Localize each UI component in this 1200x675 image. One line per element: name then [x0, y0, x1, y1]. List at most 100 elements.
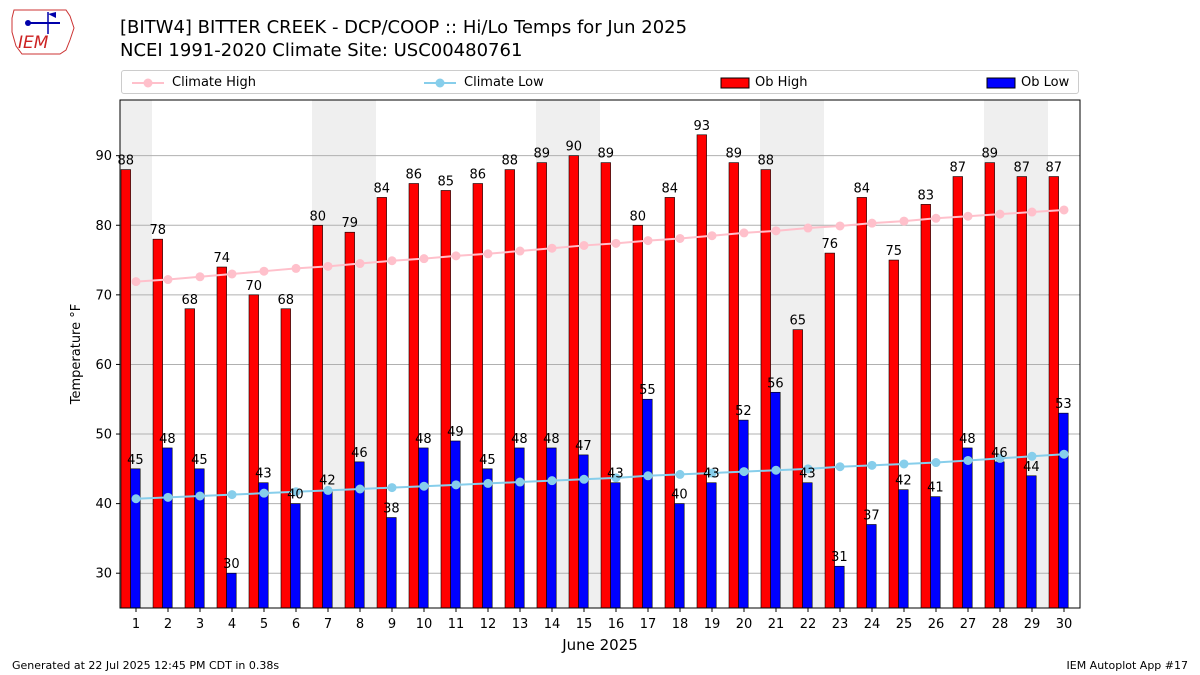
ob-low-label: 31 [831, 550, 848, 565]
ob-low-bar [770, 391, 781, 609]
iem-logo: IEM [11, 9, 75, 55]
ob-low-bar [290, 503, 301, 609]
ob-low-label: 47 [575, 439, 592, 454]
climate-high-point [643, 236, 653, 246]
ob-low-bar [1026, 475, 1037, 609]
climate-high-point [1059, 205, 1069, 215]
y-tick-label: 60 [95, 358, 112, 373]
climate-low-point [739, 467, 749, 477]
ob-low-bar [610, 482, 621, 609]
x-tick-label: 24 [864, 617, 881, 632]
ob-low-label: 37 [863, 508, 880, 523]
ob-high-label: 79 [342, 216, 359, 231]
ob-low-label: 30 [223, 557, 240, 572]
footer-generated: Generated at 22 Jul 2025 12:45 PM CDT in… [12, 659, 280, 672]
ob-high-label: 89 [982, 147, 999, 162]
ob-high-bar [728, 162, 739, 609]
climate-high-point [291, 263, 301, 273]
climate-high-point [195, 272, 205, 282]
ob-high-label: 65 [790, 314, 807, 329]
climate-low-point [995, 453, 1005, 463]
climate-low-point [835, 462, 845, 472]
climate-low-point [419, 481, 429, 491]
ob-low-bar [834, 565, 845, 609]
ob-low-bar [450, 440, 461, 609]
y-tick-label: 90 [95, 149, 112, 164]
x-tick-label: 14 [544, 617, 561, 632]
ob-low-label: 45 [127, 453, 144, 468]
ob-high-bar [888, 259, 899, 609]
x-tick-label: 19 [704, 617, 721, 632]
ob-high-bar [920, 204, 931, 609]
climate-high-point [227, 269, 237, 279]
y-tick-label: 40 [95, 497, 112, 512]
ob-low-label: 42 [895, 474, 912, 489]
ob-high-label: 93 [694, 119, 711, 134]
x-tick-label: 16 [608, 617, 625, 632]
ob-high-bar [344, 231, 355, 609]
ob-high-bar [632, 224, 643, 609]
ob-high-label: 85 [438, 174, 455, 189]
climate-low-point [707, 468, 717, 478]
x-tick-label: 20 [736, 617, 753, 632]
climate-low-point [291, 487, 301, 497]
ob-low-label: 40 [287, 488, 304, 503]
x-tick-label: 8 [356, 617, 364, 632]
climate-high-point [259, 266, 269, 276]
ob-high-label: 89 [726, 147, 743, 162]
ob-low-bar [162, 447, 173, 609]
x-tick-label: 12 [480, 617, 497, 632]
climate-high-point [451, 251, 461, 261]
ob-low-label: 46 [991, 446, 1008, 461]
ob-high-bar [600, 162, 611, 609]
ob-high-label: 88 [502, 154, 519, 169]
ob-low-label: 44 [1023, 460, 1040, 475]
ob-high-bar [280, 308, 291, 609]
ob-low-label: 53 [1055, 397, 1072, 412]
legend-label: Climate Low [464, 75, 544, 90]
ob-low-label: 48 [959, 432, 976, 447]
ob-high-label: 89 [534, 147, 551, 162]
climate-low-point [547, 476, 557, 486]
logo-text: IEM [18, 33, 49, 53]
climate-high-point [963, 211, 973, 221]
ob-low-label: 43 [799, 467, 816, 482]
ob-low-bar [706, 482, 717, 609]
ob-high-bar [568, 155, 579, 609]
chart-subtitle: NCEI 1991-2020 Climate Site: USC00480761 [120, 40, 523, 61]
ob-high-bar [696, 134, 707, 609]
ob-high-bar [952, 176, 963, 609]
climate-high-point [1027, 207, 1037, 217]
climate-low-point [355, 484, 365, 494]
ob-high-bar [984, 162, 995, 609]
ob-high-label: 84 [374, 181, 391, 196]
ob-high-label: 83 [918, 188, 935, 203]
climate-high-point [771, 226, 781, 236]
climate-high-point [899, 216, 909, 226]
legend-label: Ob Low [1021, 75, 1070, 90]
legend-swatch-ob-high [720, 77, 750, 89]
x-tick-label: 3 [196, 617, 204, 632]
x-tick-label: 28 [992, 617, 1009, 632]
ob-low-label: 45 [191, 453, 208, 468]
ob-high-label: 90 [566, 140, 583, 155]
x-tick-label: 10 [416, 617, 433, 632]
ob-high-label: 87 [950, 161, 967, 176]
ob-low-label: 43 [703, 467, 720, 482]
y-tick-label: 70 [95, 288, 112, 303]
ob-high-label: 70 [246, 279, 263, 294]
climate-low-point [1027, 451, 1037, 461]
climate-high-point [835, 221, 845, 231]
ob-high-label: 88 [118, 154, 135, 169]
climate-high-point [931, 213, 941, 223]
ob-low-bar [322, 489, 333, 609]
climate-high-point [355, 259, 365, 269]
ob-high-label: 88 [758, 154, 775, 169]
footer-app: IEM Autoplot App #17 [1066, 659, 1189, 672]
ob-high-bar [408, 183, 419, 609]
ob-high-label: 68 [278, 293, 295, 308]
climate-high-point [707, 231, 717, 241]
y-tick-label: 30 [95, 567, 112, 582]
ob-low-label: 55 [639, 383, 656, 398]
